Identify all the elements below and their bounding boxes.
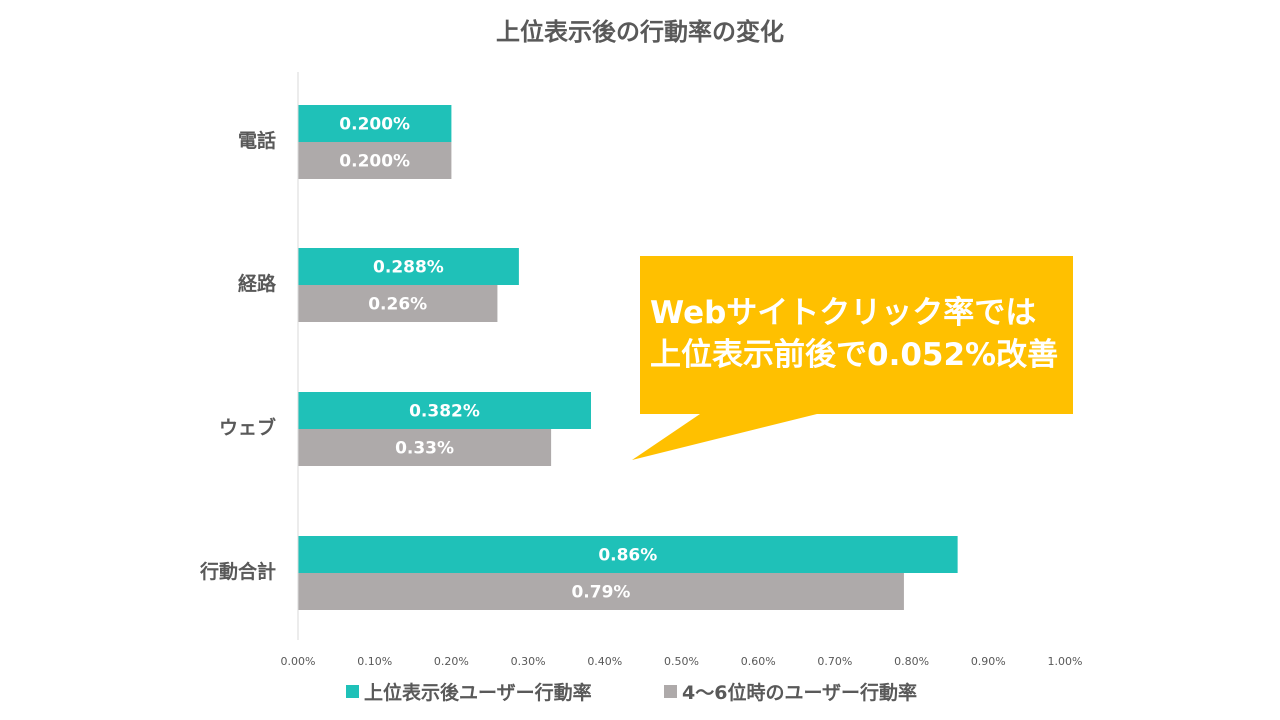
x-tick-label: 0.70% — [817, 655, 852, 668]
callout-text-line: 上位表示前後で0.052%改善 — [650, 337, 1058, 373]
bar-value-label: 0.288% — [373, 258, 444, 278]
x-tick-label: 1.00% — [1048, 655, 1083, 668]
bar-value-label: 0.86% — [598, 546, 657, 566]
legend-swatch — [664, 685, 677, 698]
x-tick-label: 0.40% — [587, 655, 622, 668]
bar — [298, 429, 552, 466]
legend-label: 4〜6位時のユーザー行動率 — [682, 681, 917, 704]
bar-value-label: 0.200% — [339, 152, 410, 172]
x-tick-label: 0.50% — [664, 655, 699, 668]
x-tick-label: 0.30% — [511, 655, 546, 668]
bar — [298, 285, 498, 322]
x-tick-label: 0.90% — [971, 655, 1006, 668]
legend-label: 上位表示後ユーザー行動率 — [364, 681, 592, 704]
x-tick-label: 0.80% — [894, 655, 929, 668]
bar-value-label: 0.26% — [368, 295, 427, 315]
legend: 上位表示後ユーザー行動率 4〜6位時のユーザー行動率 — [346, 681, 917, 704]
bar-value-label: 0.200% — [339, 115, 410, 135]
category-label: 電話 — [238, 129, 276, 152]
chart-title: 上位表示後の行動率の変化 — [496, 18, 784, 46]
bar — [298, 248, 519, 285]
bars-layer: 電話 0.200% 0.200% 経路 0.288% 0.26% ウェブ 0.382% 0.33… — [199, 105, 958, 610]
category-label: 行動合計 — [199, 560, 276, 583]
x-axis: 0.00% 0.10% 0.20% 0.30% 0.40% 0.50% 0.60% 0.70%… — [281, 72, 1083, 668]
bar — [298, 105, 452, 142]
x-tick-label: 0.10% — [357, 655, 392, 668]
category-label: 経路 — [238, 272, 277, 295]
bar — [298, 142, 452, 179]
bar-value-label: 0.79% — [571, 583, 630, 603]
bar — [298, 536, 958, 573]
x-tick-label: 0.00% — [281, 655, 316, 668]
category-label: ウェブ — [219, 416, 276, 439]
bar-value-label: 0.382% — [409, 402, 480, 422]
bar-value-label: 0.33% — [395, 439, 454, 459]
bar — [298, 392, 591, 429]
callout-box — [632, 256, 1073, 460]
legend-swatch — [346, 685, 359, 698]
x-tick-label: 0.60% — [741, 655, 776, 668]
x-tick-label: 0.20% — [434, 655, 469, 668]
callout-text-line: Webサイトクリック率では — [650, 295, 1036, 331]
bar — [298, 573, 904, 610]
